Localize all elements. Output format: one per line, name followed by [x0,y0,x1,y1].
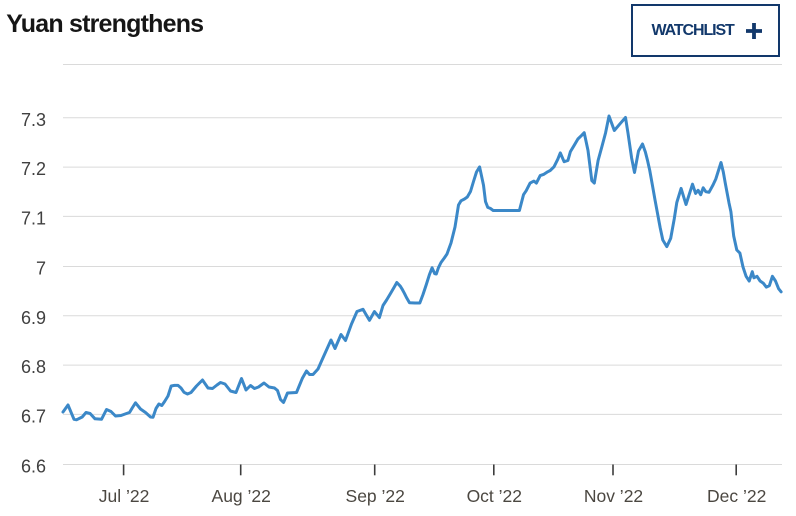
svg-text:6.6: 6.6 [21,457,46,477]
svg-text:7.1: 7.1 [21,208,46,228]
svg-text:6.9: 6.9 [21,308,46,328]
svg-text:7: 7 [36,259,46,279]
svg-text:Oct ’22: Oct ’22 [467,486,522,506]
svg-text:7.2: 7.2 [21,159,46,179]
svg-text:Jul ’22: Jul ’22 [99,486,150,506]
svg-text:6.8: 6.8 [21,357,46,377]
svg-text:Nov ’22: Nov ’22 [584,486,643,506]
svg-text:7.3: 7.3 [21,110,46,130]
svg-text:Aug ’22: Aug ’22 [212,486,271,506]
svg-text:6.7: 6.7 [21,406,46,426]
svg-text:Sep ’22: Sep ’22 [346,486,405,506]
svg-text:Dec ’22: Dec ’22 [707,486,766,506]
